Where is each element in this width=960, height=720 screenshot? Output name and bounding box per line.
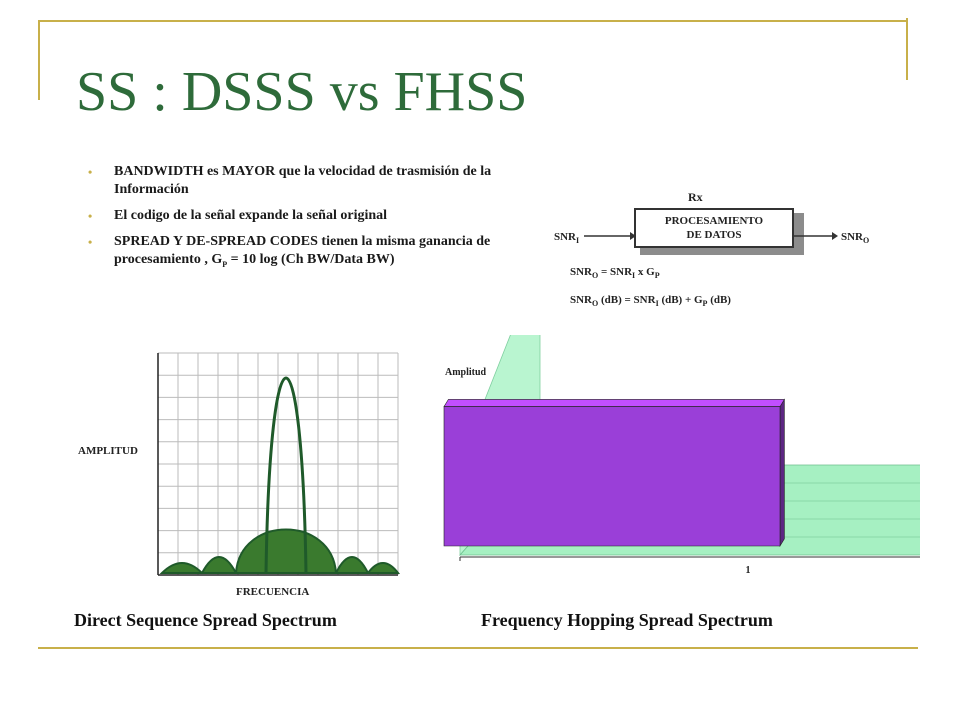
dsss-ylabel: AMPLITUD	[78, 445, 138, 457]
eq1-part: = SNR	[598, 266, 633, 278]
processing-box-line1: PROCESAMIENTO	[664, 215, 764, 227]
bullet-dot-icon: •	[88, 165, 93, 179]
side-lobe	[334, 556, 370, 574]
main-lobe	[234, 528, 338, 574]
fhss-caption: Frequency Hopping Spread Spectrum	[481, 610, 773, 630]
side-lobe	[159, 562, 205, 574]
eq1-part: x G	[635, 266, 655, 278]
snr-equation-1: SNRO = SNRI x GP	[570, 266, 660, 280]
processing-box-line2: DE DATOS	[686, 229, 742, 241]
slide-title: SS : DSSS vs FHSS	[76, 61, 528, 123]
snr-input-text: SNR	[554, 231, 577, 243]
bar-top	[443, 399, 785, 407]
eq2-part: (dB) + G	[658, 294, 703, 306]
side-lobe	[365, 562, 401, 574]
fhss-chart: 123456789101112f1f2f3f4f5AmplitudTiempoF…	[443, 335, 920, 576]
bullet-item: • El codigo de la señal expande la señal …	[88, 207, 518, 225]
frame-line-bottom	[38, 647, 918, 649]
bullet-item: • SPREAD Y DE-SPREAD CODES tienen la mism…	[88, 233, 518, 274]
bullet-text: SPREAD Y DE-SPREAD CODES tienen la misma…	[114, 234, 491, 267]
eq2-part: (dB) = SNR	[598, 294, 656, 306]
rx-label: Rx	[688, 190, 703, 204]
bullet-item: • BANDWIDTH es MAYOR que la velocidad de …	[88, 163, 518, 199]
snr-input-label: SNRI	[554, 231, 579, 245]
input-arrow-head-icon	[630, 232, 636, 240]
bullet-subscript: P	[222, 259, 228, 269]
snr-output-label: SNRO	[841, 231, 869, 245]
frame-line-top	[38, 20, 908, 22]
frame-line-top-right-vertical	[906, 18, 908, 80]
eq2-sub: O	[592, 299, 599, 309]
eq1-sub: I	[632, 271, 636, 281]
eq1-sub: O	[592, 271, 599, 281]
despread-narrow-peak	[264, 376, 308, 574]
time-tick-label: 1	[746, 565, 751, 576]
bullet-text: = 10 log (Ch BW/Data BW)	[227, 252, 395, 267]
dsss-caption: Direct Sequence Spread Spectrum	[74, 610, 337, 630]
bullet-list: • BANDWIDTH es MAYOR que la velocidad de …	[88, 163, 518, 282]
block-arrows	[584, 232, 838, 240]
bullet-dot-icon: •	[88, 235, 93, 249]
bullet-text: BANDWIDTH es MAYOR que la velocidad de t…	[114, 164, 492, 197]
snr-output-sub: O	[863, 236, 870, 246]
side-lobe	[200, 556, 238, 574]
eq2-part: (dB)	[707, 294, 731, 306]
eq2-sub: P	[702, 299, 708, 309]
dsss-xlabel: FRECUENCIA	[236, 586, 310, 598]
eq1-part: SNR	[570, 266, 593, 278]
bullet-dot-icon: •	[88, 209, 93, 223]
dsss-spectrum	[157, 352, 401, 576]
eq1-sub: P	[654, 271, 660, 281]
bullet-text: El codigo de la señal expande la señal o…	[114, 208, 388, 223]
snr-equation-2: SNRO (dB) = SNRI (dB) + GP (dB)	[570, 294, 731, 308]
snr-output-text: SNR	[841, 231, 864, 243]
eq2-sub: I	[655, 299, 659, 309]
output-arrow-head-icon	[832, 232, 838, 240]
bar-side	[779, 398, 785, 548]
eq2-part: SNR	[570, 294, 593, 306]
fhss-ylabel: Amplitud	[445, 367, 487, 378]
bar-front	[443, 406, 781, 547]
frame-line-top-left-vertical	[38, 20, 40, 100]
processing-box: PROCESAMIENTO DE DATOS	[634, 208, 794, 248]
snr-input-sub: I	[576, 236, 580, 246]
